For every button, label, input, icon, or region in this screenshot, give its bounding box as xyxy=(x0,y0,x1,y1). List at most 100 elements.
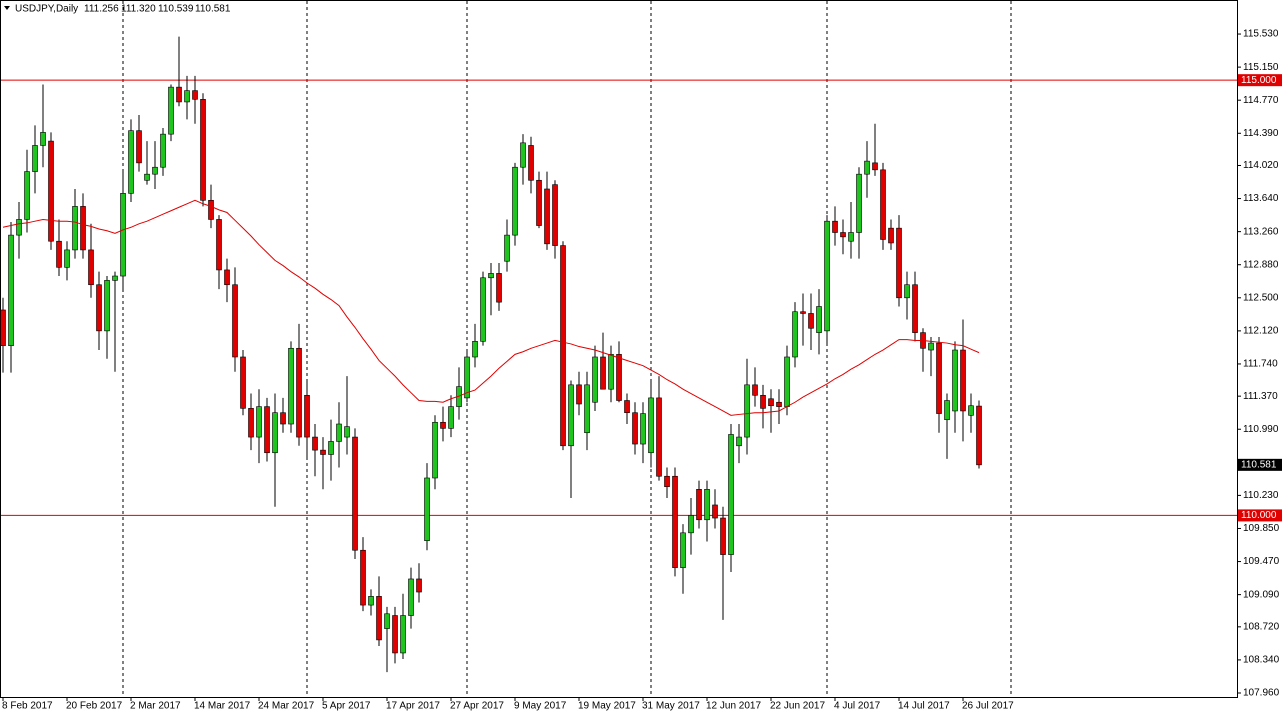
level-label: 115.000 xyxy=(1241,75,1277,86)
candle-body xyxy=(104,280,110,332)
candle-body xyxy=(600,356,606,390)
y-tick-label: 108.720 xyxy=(1243,621,1280,632)
candle-body xyxy=(88,249,94,286)
candle-body xyxy=(640,413,646,445)
candle-body xyxy=(712,504,718,519)
candle-body xyxy=(352,436,358,551)
x-tick-label: 17 Apr 2017 xyxy=(386,701,440,712)
candle-body xyxy=(488,273,494,279)
candle-body xyxy=(528,145,534,181)
y-tick-label: 111.740 xyxy=(1243,359,1278,370)
x-tick-label: 14 Mar 2017 xyxy=(194,701,251,712)
level-label-box xyxy=(1238,74,1282,87)
ohlc-low: 110.539 xyxy=(158,4,194,15)
candle-body xyxy=(592,356,598,403)
candle-body xyxy=(8,234,14,346)
candle-body xyxy=(944,400,950,420)
candle-body xyxy=(968,405,974,416)
x-tick-label: 31 May 2017 xyxy=(642,701,700,712)
candle-body xyxy=(48,140,54,242)
candle-body xyxy=(32,145,38,172)
candle-body xyxy=(960,349,966,412)
candle-body xyxy=(464,356,470,399)
candle-body xyxy=(160,133,166,168)
candle-body xyxy=(608,354,614,390)
candle-body xyxy=(96,284,102,332)
candle-body xyxy=(552,184,558,246)
last-price-box xyxy=(1238,458,1282,471)
y-tick-label: 115.150 xyxy=(1243,62,1279,73)
candle-body xyxy=(504,234,510,262)
symbol: USDJPY,Daily xyxy=(15,4,78,15)
candle-body xyxy=(120,193,126,277)
candle-body xyxy=(936,342,942,414)
y-tick-label: 113.640 xyxy=(1243,193,1279,204)
candle-body xyxy=(168,86,174,135)
candle-body xyxy=(272,412,278,454)
candle-body xyxy=(656,397,662,477)
candle-body xyxy=(408,578,414,616)
y-tick-label: 108.340 xyxy=(1243,655,1280,666)
candle-body xyxy=(384,613,390,629)
candle-body xyxy=(248,408,254,438)
candle-body xyxy=(824,220,830,332)
candle-body xyxy=(240,356,246,409)
x-tick-label: 2 Mar 2017 xyxy=(130,701,181,712)
x-tick-label: 9 May 2017 xyxy=(514,701,567,712)
candle-body xyxy=(768,398,774,407)
ohlc-close: 110.581 xyxy=(195,4,231,15)
candle-body xyxy=(512,166,518,236)
candle-body xyxy=(808,313,814,329)
x-tick-label: 8 Feb 2017 xyxy=(2,701,53,712)
candle-body xyxy=(232,284,238,358)
candle-body xyxy=(728,434,734,555)
candle-body xyxy=(776,401,782,407)
candle-body xyxy=(256,406,262,438)
x-tick-label: 5 Apr 2017 xyxy=(322,701,371,712)
candle-body xyxy=(576,384,582,405)
candle-body xyxy=(0,309,6,346)
candle-body xyxy=(888,227,894,244)
candle-body xyxy=(368,596,374,606)
candle-body xyxy=(720,517,726,555)
candle-body xyxy=(472,341,478,358)
candle-body xyxy=(24,171,30,220)
candle-body xyxy=(16,219,22,236)
candle-body xyxy=(704,489,710,521)
candle-body xyxy=(896,227,902,299)
candle-body xyxy=(288,347,294,425)
candle-body xyxy=(280,412,286,425)
candle-body xyxy=(664,475,670,487)
period-separators xyxy=(122,1,1012,697)
candle-body xyxy=(64,249,70,268)
candle-body xyxy=(40,132,46,146)
y-tick-label: 112.120 xyxy=(1243,326,1279,337)
candle-body xyxy=(136,130,142,164)
candle-body xyxy=(432,421,438,479)
y-tick-label: 111.370 xyxy=(1243,391,1278,402)
candle-body xyxy=(304,394,310,438)
candle-body xyxy=(320,449,326,455)
candle-body xyxy=(392,615,398,654)
candle-body xyxy=(264,406,270,454)
candle-body xyxy=(344,426,350,438)
candle-body xyxy=(400,615,406,654)
candle-body xyxy=(880,169,886,240)
moving-average xyxy=(2,199,980,416)
menu-triangle[interactable] xyxy=(4,6,10,10)
candle-body xyxy=(912,284,918,333)
x-tick-label: 24 Mar 2017 xyxy=(258,701,315,712)
candle-body xyxy=(672,475,678,568)
y-tick-label: 114.020 xyxy=(1243,160,1279,171)
candle-body xyxy=(152,166,158,175)
x-tick-label: 14 Jul 2017 xyxy=(898,701,950,712)
candle-body xyxy=(424,477,430,541)
candle-body xyxy=(208,199,214,220)
x-tick-label: 20 Feb 2017 xyxy=(66,701,123,712)
ohlc-high: 111.320 xyxy=(121,4,156,15)
candle-body xyxy=(872,162,878,171)
candle-body xyxy=(648,397,654,454)
candle-body xyxy=(296,347,302,438)
y-tick-label: 107.960 xyxy=(1243,688,1280,699)
